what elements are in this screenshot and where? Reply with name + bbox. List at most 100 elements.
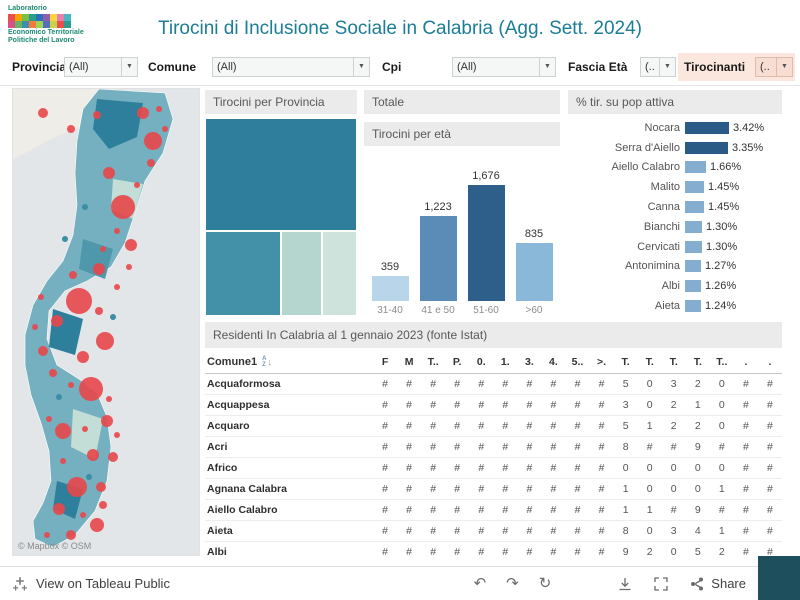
fullscreen-icon[interactable]	[653, 576, 669, 592]
share-button[interactable]: Share	[689, 576, 746, 592]
pop-bar-row[interactable]: Albi 1.26%	[568, 276, 782, 296]
pop-bar[interactable]	[685, 220, 702, 233]
pop-bar-row[interactable]: Aieta 1.24%	[568, 296, 782, 316]
pop-bar-row[interactable]: Serra d'Aiello 3.35%	[568, 138, 782, 158]
pop-bar-row[interactable]: Aiello Calabro 1.66%	[568, 158, 782, 178]
pop-bar[interactable]	[685, 201, 704, 214]
treemap-block[interactable]	[281, 230, 323, 316]
table-cell: #	[574, 420, 581, 432]
table-cell: 1	[622, 504, 629, 516]
table-cell-comune[interactable]: Aiello Calabro	[207, 504, 278, 516]
age-bar-group[interactable]: 1,676 51-60	[467, 155, 505, 316]
download-icon[interactable]	[617, 576, 633, 592]
table-column-header[interactable]: P.	[452, 355, 462, 368]
table-column-header[interactable]: >.	[597, 355, 607, 368]
toolbar-left[interactable]: View on Tableau Public	[12, 576, 170, 592]
sort-icon[interactable]: A Z ↓	[262, 356, 272, 368]
filter-dropdown-provincia[interactable]: (All) ▼	[64, 57, 138, 77]
age-bar-group[interactable]: 1,223 41 e 50	[419, 155, 457, 316]
table-cell: 0	[646, 483, 653, 495]
table-cell-comune[interactable]: Acquappesa	[207, 399, 270, 411]
table-cell: #	[430, 525, 437, 537]
table-column-header[interactable]: T.	[669, 355, 678, 368]
table-cell: 3	[622, 399, 629, 411]
table-cell: #	[502, 483, 509, 495]
chevron-down-icon[interactable]: ▼	[353, 58, 369, 76]
age-bar-value: 835	[524, 228, 544, 240]
table-cell: #	[742, 504, 749, 516]
table-column-comune[interactable]: Comune1 A Z ↓	[205, 356, 373, 368]
chevron-down-icon[interactable]: ▼	[659, 58, 675, 76]
table-column-header[interactable]: F	[381, 355, 389, 368]
replay-icon[interactable]: ↻	[538, 574, 552, 592]
table-column-header[interactable]: T..	[716, 355, 728, 368]
pop-bar[interactable]	[685, 240, 702, 253]
redo-icon[interactable]: ↷	[506, 574, 519, 592]
age-bar-group[interactable]: 359 31-40	[371, 155, 409, 316]
treemap-block[interactable]	[205, 230, 281, 316]
table-column-header[interactable]: .	[744, 355, 748, 368]
table-cell-comune[interactable]: Agnana Calabra	[207, 483, 287, 495]
table-cell: #	[430, 378, 437, 390]
map-bubbles-red[interactable]	[32, 106, 168, 540]
table-column-header[interactable]: M	[404, 355, 414, 368]
table-column-header[interactable]: T.	[621, 355, 630, 368]
table-column-header[interactable]: T.	[645, 355, 654, 368]
map-attribution[interactable]: © Mapbox © OSM	[18, 541, 92, 551]
table-column-header[interactable]: T..	[427, 355, 439, 368]
filter-dropdown-comune[interactable]: (All) ▼	[212, 57, 370, 77]
age-bar-group[interactable]: 835 >60	[515, 155, 553, 316]
treemap-block[interactable]	[322, 230, 357, 316]
table-column-header[interactable]: 0.	[476, 355, 486, 368]
chevron-down-icon[interactable]: ▼	[121, 58, 137, 76]
table-cell-comune[interactable]: Acri	[207, 441, 228, 453]
map-panel[interactable]: © Mapbox © OSM	[12, 88, 200, 556]
pop-bar-row[interactable]: Cervicati 1.30%	[568, 237, 782, 257]
logo-mosaic-tile	[29, 21, 36, 28]
chevron-down-icon[interactable]: ▼	[539, 58, 555, 76]
table-column-header[interactable]: .	[768, 355, 772, 368]
table-cell: #	[598, 441, 605, 453]
logo-mosaic-tile	[50, 14, 57, 21]
age-bar[interactable]	[419, 216, 457, 301]
table-cell: #	[574, 525, 581, 537]
table-cell: #	[646, 441, 653, 453]
table-column-header[interactable]: T.	[693, 355, 702, 368]
pop-bar[interactable]	[685, 300, 701, 313]
pop-bar-row[interactable]: Nocara 3.42%	[568, 118, 782, 138]
map-bubbles-blue[interactable]	[56, 204, 116, 480]
table-column-header[interactable]: 3.	[524, 355, 534, 368]
table-column-header[interactable]: 4.	[549, 355, 558, 368]
table-column-header[interactable]: 5..	[571, 355, 584, 368]
age-bar[interactable]	[515, 243, 553, 301]
calabria-map[interactable]	[13, 89, 199, 555]
undo-icon[interactable]: ↶	[473, 574, 487, 592]
treemap-block[interactable]	[205, 118, 357, 231]
filter-dropdown-tirocinanti[interactable]: (.. ▼	[755, 57, 793, 77]
pop-bar[interactable]	[685, 280, 701, 293]
table-cell-comune[interactable]: Acquaformosa	[207, 378, 281, 390]
pop-bar[interactable]	[685, 141, 728, 154]
table-cell: #	[454, 399, 461, 411]
table-cell-comune[interactable]: Aieta	[207, 525, 233, 537]
logo-mosaic-tile	[50, 21, 57, 28]
pop-bar[interactable]	[685, 260, 701, 273]
table-cell: 9	[622, 546, 629, 556]
age-bar[interactable]	[467, 185, 505, 301]
pop-bar[interactable]	[685, 181, 704, 194]
age-bar[interactable]	[371, 276, 409, 301]
pop-bar-row[interactable]: Malito 1.45%	[568, 177, 782, 197]
pop-bar-row[interactable]: Canna 1.45%	[568, 197, 782, 217]
pop-bar-row[interactable]: Bianchi 1.30%	[568, 217, 782, 237]
filter-dropdown-cpi[interactable]: (All) ▼	[452, 57, 556, 77]
pop-bar[interactable]	[685, 161, 706, 174]
table-cell-comune[interactable]: Acquaro	[207, 420, 250, 432]
chevron-down-icon[interactable]: ▼	[776, 58, 792, 76]
pop-bar-row[interactable]: Antonimina 1.27%	[568, 257, 782, 277]
pop-bar[interactable]	[685, 121, 729, 134]
table-cell-comune[interactable]: Albi	[207, 546, 227, 556]
filter-dropdown-fascia-eta[interactable]: (.. ▼	[640, 57, 676, 77]
table-cell-comune[interactable]: Africo	[207, 462, 238, 474]
table-column-header[interactable]: 1.	[500, 355, 510, 368]
view-on-tableau-link[interactable]: View on Tableau Public	[36, 576, 170, 591]
